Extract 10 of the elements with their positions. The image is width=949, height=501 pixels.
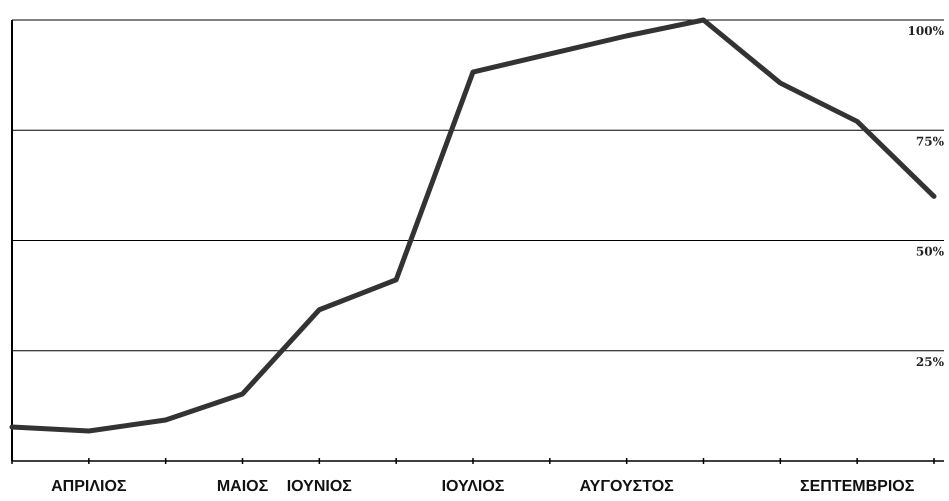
x-tick-label: ΑΠΡΙΛΙΟΣ xyxy=(51,478,127,495)
x-tick-label: ΜΑΙΟΣ xyxy=(216,478,269,495)
x-tick-label: ΣΕΠΤΕΜΒΡΙΟΣ xyxy=(800,478,915,495)
x-tick-label: ΙΟΥΛΙΟΣ xyxy=(442,478,505,495)
y-tick-label: 25% xyxy=(916,354,945,369)
x-tick-label: ΑΥΓΟΥΣΤΟΣ xyxy=(580,478,674,495)
y-tick-label: 75% xyxy=(916,134,945,148)
y-tick-label: 50% xyxy=(916,244,945,258)
x-tick-label: ΙΟΥΝΙΟΣ xyxy=(286,478,352,495)
y-tick-label: 100% xyxy=(908,24,945,38)
